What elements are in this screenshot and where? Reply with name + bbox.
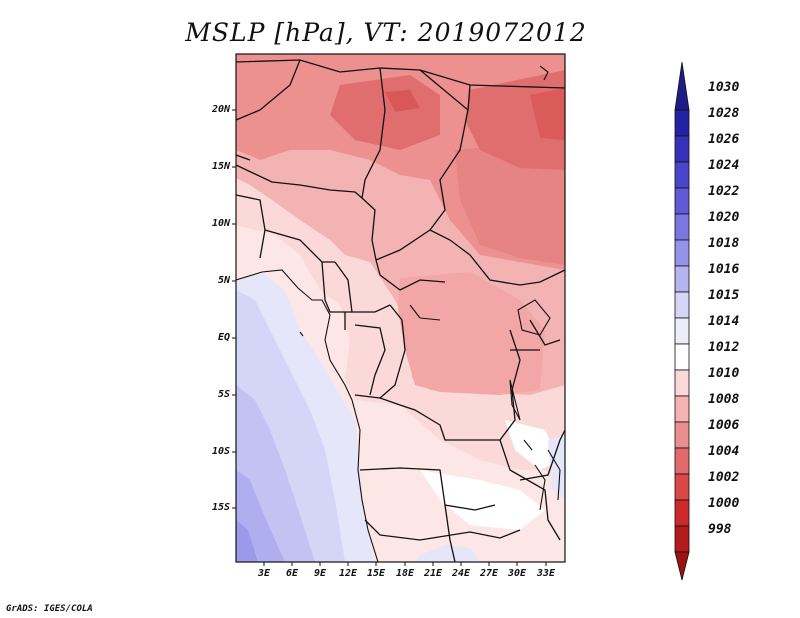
- pressure-fill: [236, 54, 565, 562]
- colorbar-label: 1012: [708, 340, 740, 355]
- colorbar-segment: [674, 473, 690, 501]
- lakes: [509, 299, 551, 511]
- lat-label-eq: EQ: [217, 332, 230, 343]
- map-title: MSLP [hPa], VT: 2019072012: [185, 18, 587, 47]
- lat-label-5s: 5S: [217, 389, 230, 400]
- lat-label-10s: 10S: [211, 446, 230, 457]
- colorbar-segment: [674, 343, 690, 371]
- lon-label-12e: 12E: [338, 568, 358, 579]
- colorbar-label: 1016: [708, 262, 740, 277]
- colorbar-label: 1014: [708, 314, 740, 329]
- country-borders: [236, 59, 565, 562]
- colorbar-label: 1030: [708, 80, 740, 95]
- lon-label-27e: 27E: [479, 568, 499, 579]
- lon-label-33e: 33E: [536, 568, 556, 579]
- colorbar-segment: [674, 395, 690, 423]
- colorbar-label: 1028: [708, 106, 740, 121]
- footer-credit: GrADS: IGES/COLA: [6, 604, 93, 614]
- colorbar-segment: [674, 317, 690, 345]
- colorbar-label: 1008: [708, 392, 740, 407]
- colorbar-segment: [674, 265, 690, 293]
- colorbar-segment: [674, 499, 690, 527]
- colorbar-label: 1020: [708, 210, 740, 225]
- lon-label-18e: 18E: [395, 568, 415, 579]
- lon-label-3e: 3E: [257, 568, 271, 579]
- colorbar-label: 1022: [708, 184, 740, 199]
- coastline: [236, 65, 561, 562]
- lon-label-9e: 9E: [313, 568, 327, 579]
- colorbar-label: 998: [708, 522, 732, 537]
- lon-label-6e: 6E: [285, 568, 299, 579]
- colorbar-segment: [674, 239, 690, 267]
- lat-label-20n: 20N: [211, 104, 230, 115]
- colorbar-segment: [674, 525, 690, 553]
- colorbar-segment: [674, 187, 690, 215]
- lon-label-30e: 30E: [507, 568, 527, 579]
- colorbar-label: 1000: [708, 496, 740, 511]
- axis-ticks: [232, 109, 547, 566]
- lat-label-15s: 15S: [211, 502, 230, 513]
- colorbar-segment: [674, 135, 690, 163]
- colorbar-label: 1015: [708, 288, 740, 303]
- lon-label-15e: 15E: [366, 568, 386, 579]
- lat-label-5n: 5N: [217, 275, 230, 286]
- colorbar-segment: [674, 61, 690, 111]
- colorbar-label: 1024: [708, 158, 740, 173]
- lat-label-10n: 10N: [211, 218, 230, 229]
- colorbar-label: 1004: [708, 444, 740, 459]
- colorbar-segment: [674, 291, 690, 319]
- colorbar-label: 1010: [708, 366, 740, 381]
- colorbar-label: 1002: [708, 470, 740, 485]
- colorbar-segment: [674, 161, 690, 189]
- map-frame: [235, 53, 566, 563]
- lon-label-21e: 21E: [423, 568, 443, 579]
- colorbar-segment: [674, 421, 690, 449]
- colorbar-label: 1006: [708, 418, 740, 433]
- colorbar-label: 1018: [708, 236, 740, 251]
- colorbar-segment: [674, 369, 690, 397]
- colorbar-segment: [674, 109, 690, 137]
- colorbar: [674, 61, 690, 581]
- colorbar-label: 1026: [708, 132, 740, 147]
- lon-label-24e: 24E: [451, 568, 471, 579]
- lat-label-15n: 15N: [211, 161, 230, 172]
- colorbar-segment: [674, 551, 690, 581]
- colorbar-segment: [674, 213, 690, 241]
- colorbar-segment: [674, 447, 690, 475]
